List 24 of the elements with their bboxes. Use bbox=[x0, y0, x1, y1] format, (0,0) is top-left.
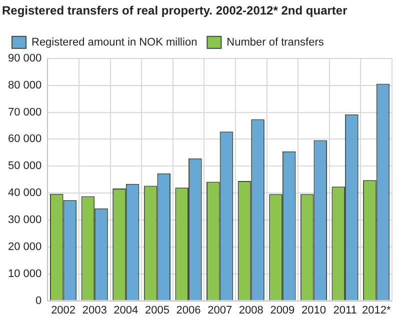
x-tick-label: 2002 bbox=[51, 304, 76, 316]
y-tick-label: 10 000 bbox=[8, 268, 42, 280]
x-tick-label: 2011 bbox=[333, 304, 357, 316]
y-tick-label: 80 000 bbox=[8, 79, 42, 92]
x-tick-label: 2009 bbox=[270, 304, 295, 316]
y-tick-label: 60 000 bbox=[8, 133, 42, 146]
x-tick-label: 2006 bbox=[176, 304, 201, 316]
x-tick-label: 2010 bbox=[301, 304, 326, 316]
x-tick-label: 2005 bbox=[144, 304, 170, 316]
x-tick-label: 2004 bbox=[114, 304, 138, 316]
x-tick-label: 2012* bbox=[362, 304, 392, 316]
legend-label: Number of transfers bbox=[226, 36, 324, 48]
x-tick-label: 2003 bbox=[82, 304, 107, 316]
y-tick-label: 50 000 bbox=[8, 160, 42, 172]
y-tick-label: 40 000 bbox=[8, 187, 42, 200]
y-tick-label: 70 000 bbox=[8, 106, 42, 118]
chart-title: Registered transfers of real property. 2002-2012* 2nd quarter bbox=[2, 4, 348, 18]
y-tick-label: 20 000 bbox=[8, 240, 42, 253]
legend-label: Registered amount in NOK million bbox=[32, 36, 198, 48]
y-tick-label: 0 bbox=[36, 294, 42, 307]
x-tick-label: 2007 bbox=[208, 304, 232, 316]
y-tick-label: 30 000 bbox=[8, 214, 42, 226]
y-tick-label: 90 000 bbox=[8, 52, 42, 64]
x-tick-label: 2008 bbox=[238, 304, 264, 316]
